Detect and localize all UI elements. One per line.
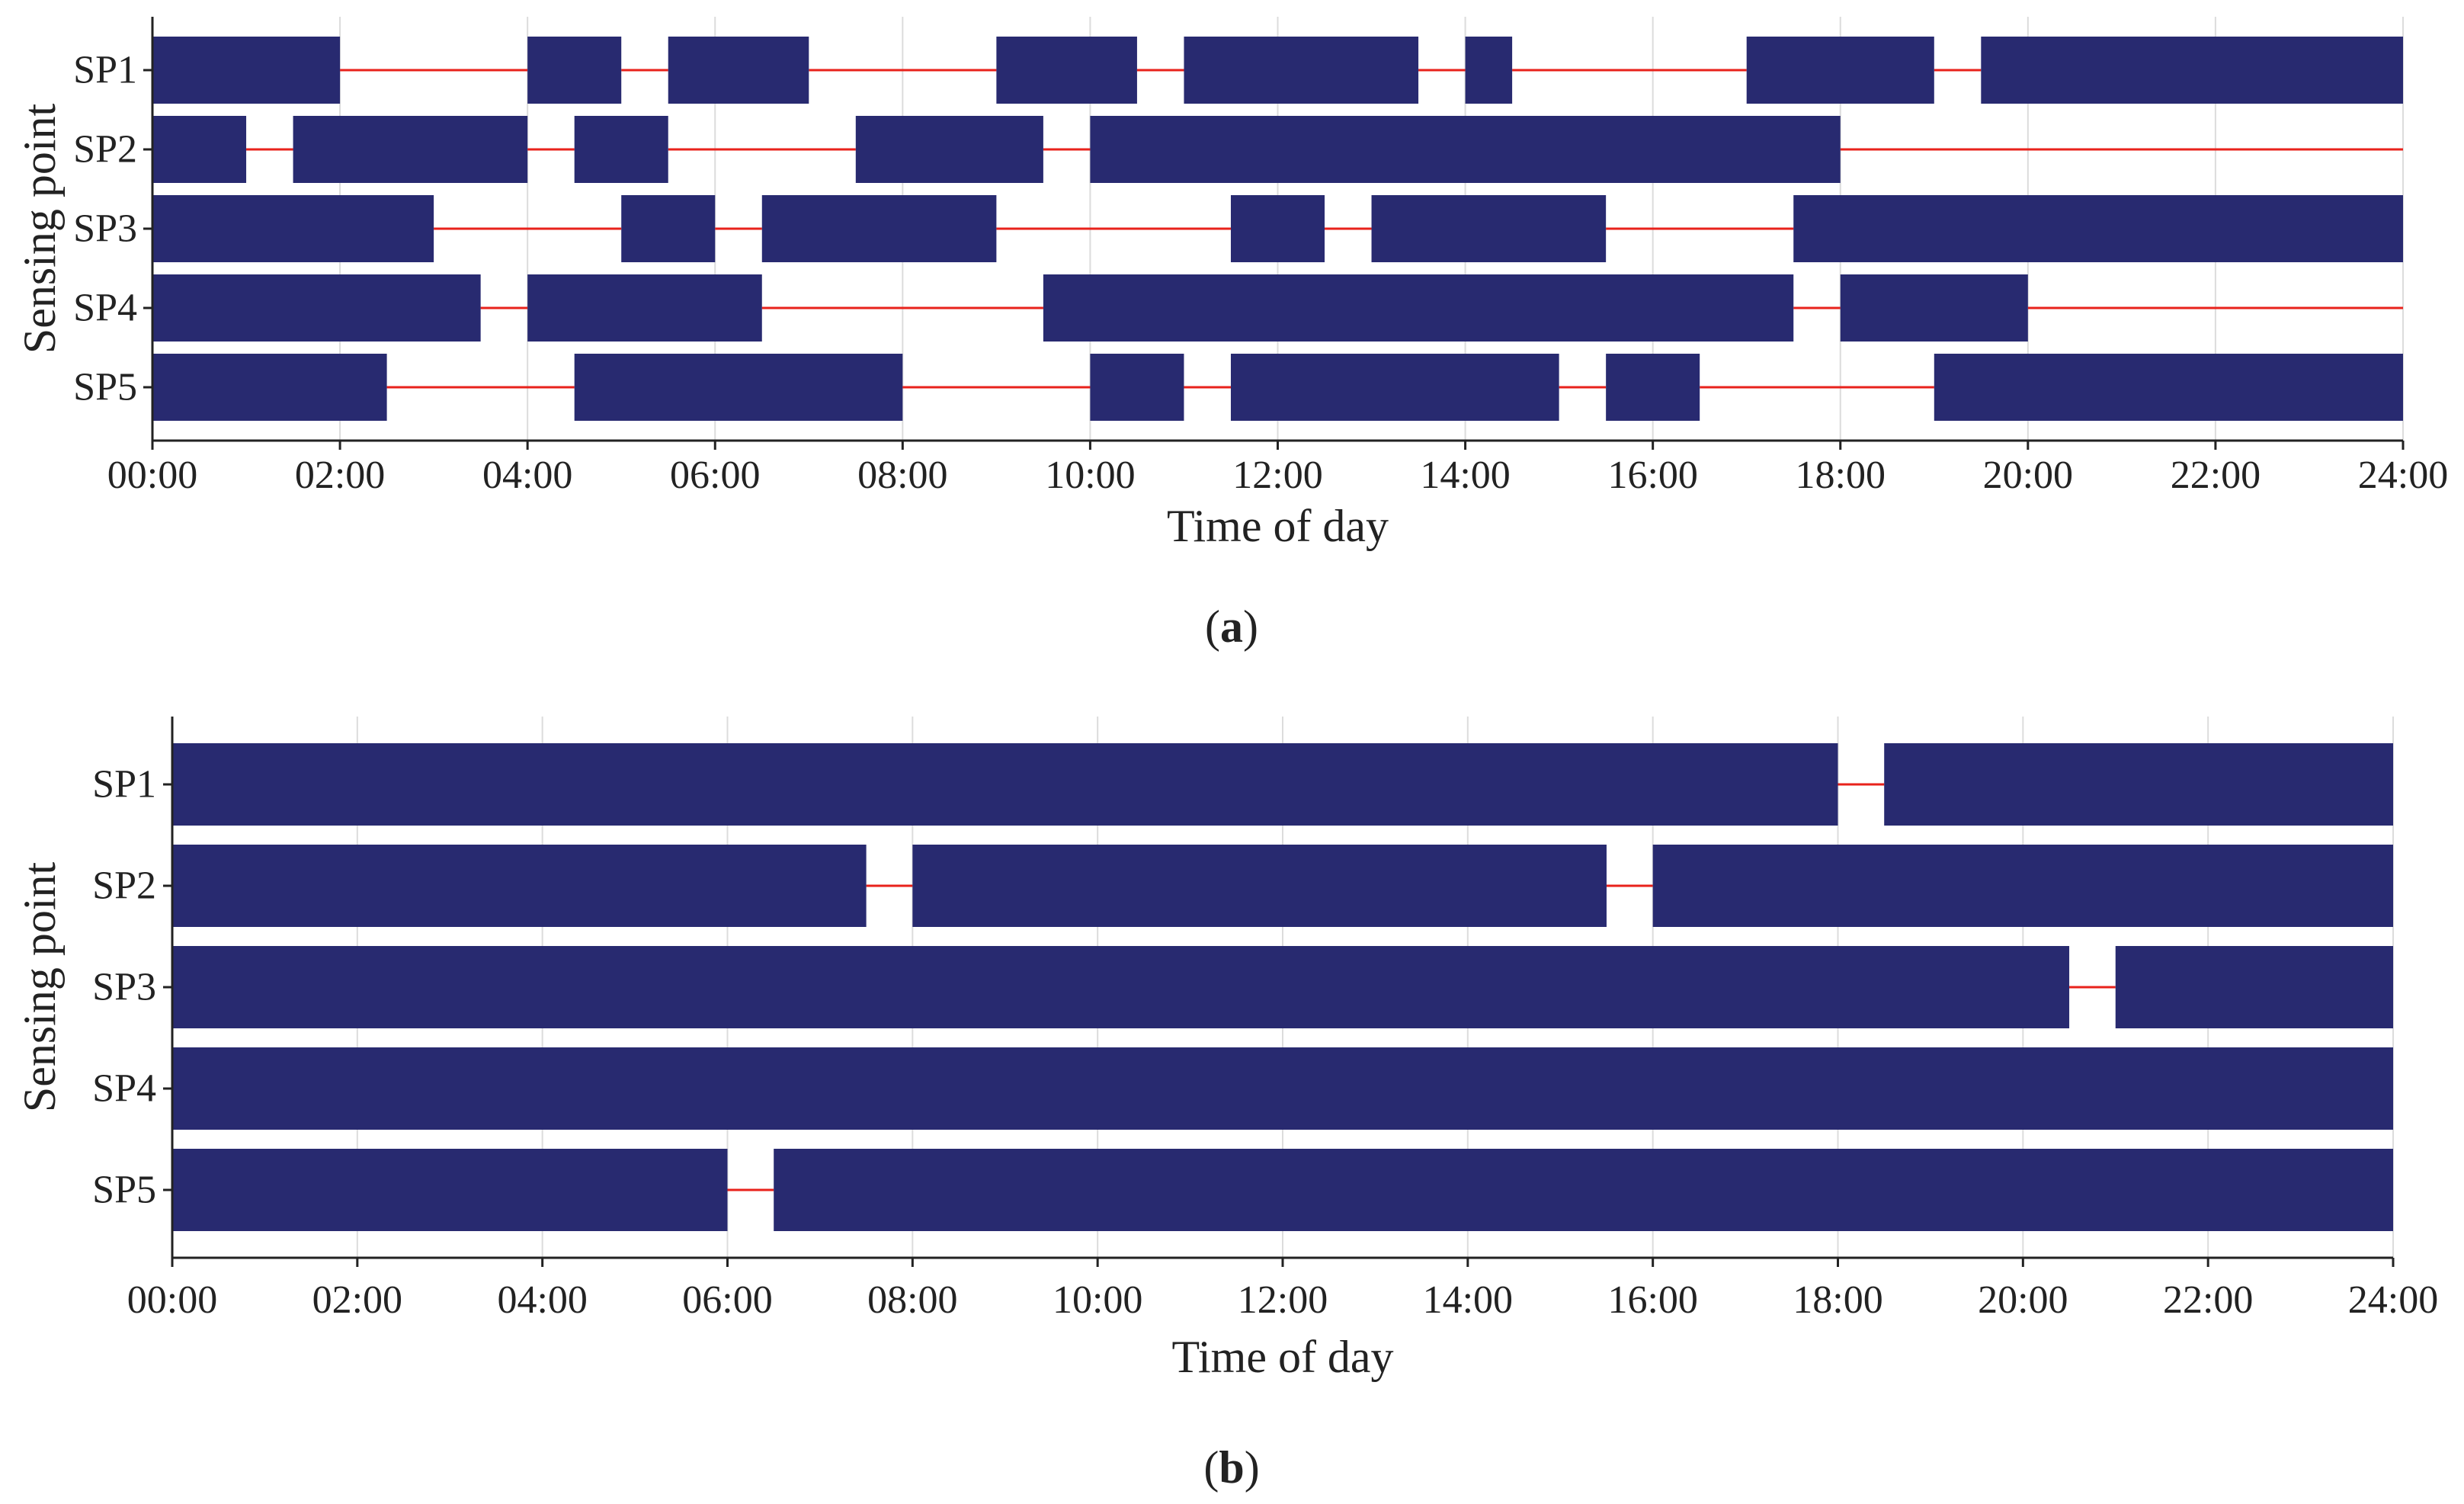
chart-b-bar bbox=[172, 946, 2070, 1028]
chart-a-bar bbox=[1840, 274, 2028, 342]
chart-a-bar bbox=[1746, 37, 1934, 104]
chart-a-bar bbox=[1184, 37, 1419, 104]
chart-b-xtick-label: 16:00 bbox=[1607, 1278, 1697, 1322]
chart-a-bar bbox=[1606, 354, 1700, 421]
chart-b-bar bbox=[774, 1149, 2394, 1231]
chart-b-xtick-label: 12:00 bbox=[1238, 1278, 1328, 1322]
chart-b-xtick-label: 08:00 bbox=[867, 1278, 957, 1322]
chart-a-bar bbox=[293, 116, 528, 183]
chart-b-y-axis-label: Sensing point bbox=[14, 861, 65, 1112]
chart-a-bar bbox=[1371, 195, 1607, 262]
chart-b-bar bbox=[1884, 743, 2393, 826]
chart-b-xtick-label: 24:00 bbox=[2348, 1278, 2438, 1322]
chart-b-bar bbox=[172, 1047, 2393, 1130]
chart-a-ytick-label: SP1 bbox=[73, 49, 137, 92]
chart-a-bar bbox=[1465, 37, 1513, 104]
chart-a-xtick-label: 14:00 bbox=[1420, 454, 1510, 497]
chart-b-bar bbox=[1652, 845, 2393, 927]
chart-a-row-sp4: SP4 bbox=[73, 274, 2403, 342]
chart-a-bar bbox=[527, 37, 622, 104]
chart-a-ytick-label: SP2 bbox=[73, 128, 137, 172]
chart-a-ytick-label: SP3 bbox=[73, 207, 137, 251]
chart-a-bar bbox=[1981, 37, 2403, 104]
chart-a-xtick-label: 06:00 bbox=[670, 454, 760, 497]
panel-a: SP1 SP2 SP3 SP4 SP5 00:00 02:00 04:00 06:00 08:00… bbox=[14, 17, 2448, 652]
chart-b-ytick-label: SP3 bbox=[92, 966, 156, 1009]
chart-a-bar bbox=[152, 116, 247, 183]
chart-a-xtick-label: 12:00 bbox=[1232, 454, 1322, 497]
chart-a-bar bbox=[1793, 195, 2403, 262]
chart-a-bar bbox=[152, 195, 434, 262]
chart-b-xtick-label: 18:00 bbox=[1793, 1278, 1882, 1322]
chart-a-bar bbox=[152, 354, 387, 421]
chart-b-ytick-label: SP2 bbox=[92, 864, 156, 908]
chart-b-row-sp2: SP2 bbox=[92, 845, 2393, 927]
chart-b-bar bbox=[2115, 946, 2393, 1028]
chart-a-row-sp1: SP1 bbox=[73, 37, 2403, 104]
chart-a-row-sp5: SP5 bbox=[73, 354, 2403, 421]
chart-a-bar bbox=[574, 116, 668, 183]
chart-b-row-sp5: SP5 bbox=[92, 1149, 2394, 1231]
chart-b-bar bbox=[172, 1149, 728, 1231]
chart-b-row-sp3: SP3 bbox=[92, 946, 2393, 1028]
chart-a-xtick-label: 00:00 bbox=[107, 454, 197, 497]
chart-a-bar bbox=[1043, 274, 1794, 342]
chart-b-xtick-label: 02:00 bbox=[312, 1278, 402, 1322]
chart-a-bar bbox=[1090, 116, 1841, 183]
chart-a-y-axis-label: Sensing point bbox=[14, 103, 65, 354]
chart-a-bar bbox=[1230, 195, 1325, 262]
chart-a-xtick-label: 20:00 bbox=[1983, 454, 2073, 497]
chart-a-row-sp3: SP3 bbox=[73, 195, 2403, 262]
chart-a-bar bbox=[574, 354, 903, 421]
panel-b: SP1 SP2 SP3 SP4 SP5 00:00 02:00 04:00 06:00 08:00… bbox=[14, 717, 2438, 1493]
chart-b-ytick-label: SP5 bbox=[92, 1169, 156, 1212]
chart-a-bar bbox=[152, 274, 481, 342]
chart-b-x-axis-label: Time of day bbox=[1171, 1332, 1393, 1382]
chart-a-bar bbox=[855, 116, 1043, 183]
chart-a-bar bbox=[1090, 354, 1184, 421]
chart-b-xtick-label: 22:00 bbox=[2163, 1278, 2253, 1322]
chart-b-ytick-label: SP4 bbox=[92, 1067, 156, 1111]
chart-a-ytick-label: SP5 bbox=[73, 366, 137, 409]
chart-a-xtick-label: 10:00 bbox=[1045, 454, 1135, 497]
chart-b-xtick-label: 06:00 bbox=[682, 1278, 772, 1322]
chart-b-xtick-label: 14:00 bbox=[1423, 1278, 1513, 1322]
chart-a-bar bbox=[1230, 354, 1559, 421]
chart-a-xtick-label: 22:00 bbox=[2171, 454, 2261, 497]
chart-b-xtick-label: 00:00 bbox=[127, 1278, 217, 1322]
chart-a-xtick-label: 08:00 bbox=[857, 454, 947, 497]
chart-a-xtick-label: 24:00 bbox=[2358, 454, 2448, 497]
chart-b-panel-label: (b) bbox=[1203, 1442, 1259, 1493]
chart-b-row-sp1: SP1 bbox=[92, 743, 2393, 826]
chart-a-bar bbox=[996, 37, 1137, 104]
chart-a-bar bbox=[1934, 354, 2403, 421]
chart-a-bar bbox=[668, 37, 809, 104]
chart-a-ytick-label: SP4 bbox=[73, 287, 137, 330]
chart-a-xtick-label: 16:00 bbox=[1607, 454, 1697, 497]
chart-a-xtick-label: 04:00 bbox=[482, 454, 572, 497]
chart-b-bar bbox=[172, 845, 867, 927]
chart-a-panel-label: (a) bbox=[1205, 601, 1258, 652]
chart-a-bar bbox=[527, 274, 762, 342]
chart-b-xtick-label: 10:00 bbox=[1053, 1278, 1142, 1322]
chart-b-ytick-label: SP1 bbox=[92, 763, 156, 807]
chart-a-bar bbox=[621, 195, 716, 262]
chart-b-xtick-label: 04:00 bbox=[497, 1278, 587, 1322]
chart-b-bar bbox=[172, 743, 1838, 826]
chart-a-row-sp2: SP2 bbox=[73, 116, 2403, 183]
chart-b-bar bbox=[912, 845, 1607, 927]
chart-b-xtick-label: 20:00 bbox=[1978, 1278, 2068, 1322]
chart-a-xtick-label: 18:00 bbox=[1796, 454, 1886, 497]
chart-a-bar bbox=[761, 195, 997, 262]
chart-b-row-sp4: SP4 bbox=[92, 1047, 2393, 1130]
chart-a-x-axis-label: Time of day bbox=[1167, 501, 1389, 551]
chart-a-xtick-label: 02:00 bbox=[295, 454, 385, 497]
chart-a-bar bbox=[152, 37, 341, 104]
